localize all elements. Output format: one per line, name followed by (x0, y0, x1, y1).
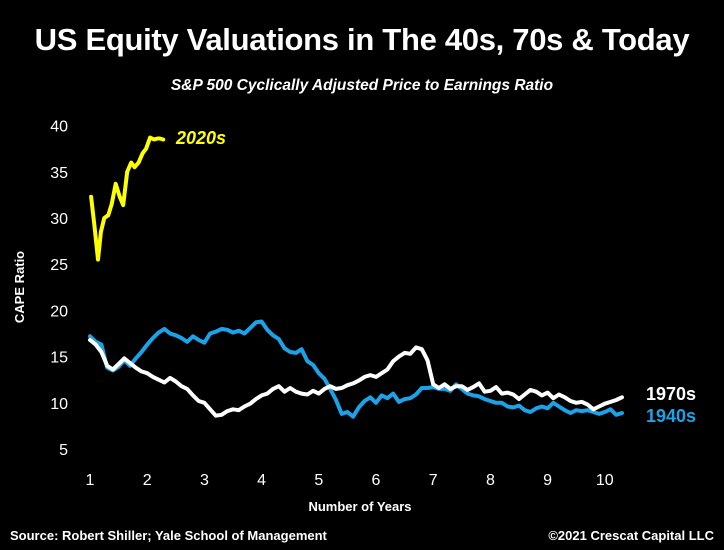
x-tick-label: 1 (86, 472, 95, 489)
x-tick-label: 7 (429, 472, 438, 489)
y-axis-ticks: 5 10 15 20 25 30 35 40 (50, 119, 68, 459)
series-lines (88, 135, 624, 419)
x-tick-label: 9 (543, 472, 552, 489)
chart-title: US Equity Valuations in The 40s, 70s & T… (34, 22, 690, 57)
x-tick-label: 2 (143, 472, 152, 489)
series-line-2020s (89, 135, 166, 262)
x-tick-label: 6 (372, 472, 381, 489)
y-tick-label: 15 (50, 350, 68, 367)
source-note: Source: Robert Shiller; Yale School of M… (10, 528, 327, 543)
y-tick-label: 30 (50, 211, 68, 228)
x-axis-ticks: 1 2 3 4 5 6 7 8 9 10 (86, 472, 614, 489)
y-tick-label: 40 (50, 119, 68, 136)
y-tick-label: 25 (50, 257, 68, 274)
y-axis-label: CAPE Ratio (12, 251, 27, 323)
x-tick-label: 8 (486, 472, 495, 489)
series-label-1940s: 1940s (646, 406, 696, 426)
x-tick-label: 3 (200, 472, 209, 489)
y-tick-label: 35 (50, 165, 68, 182)
y-tick-label: 10 (50, 396, 68, 413)
copyright-note: ©2021 Crescat Capital LLC (548, 528, 714, 543)
y-tick-label: 20 (50, 303, 68, 320)
x-axis-label: Number of Years (308, 499, 411, 514)
series-line-1970s (88, 338, 624, 418)
x-tick-label: 10 (596, 472, 614, 489)
series-line-1940s (88, 319, 624, 419)
y-tick-label: 5 (59, 442, 68, 459)
chart-subtitle: S&P 500 Cyclically Adjusted Price to Ear… (170, 77, 554, 94)
x-tick-label: 5 (314, 472, 323, 489)
series-label-1970s: 1970s (646, 384, 696, 404)
series-label-2020s: 2020s (175, 128, 226, 148)
x-tick-label: 4 (257, 472, 266, 489)
